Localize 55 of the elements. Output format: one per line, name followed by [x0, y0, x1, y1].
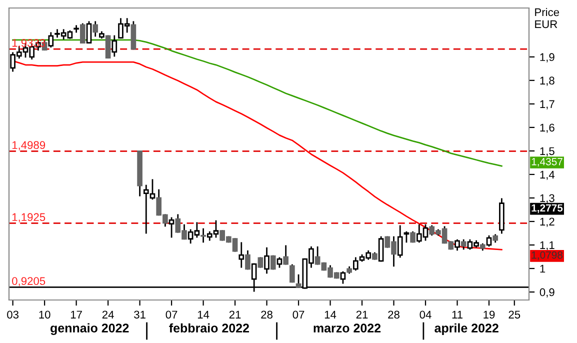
candlestick	[112, 35, 118, 57]
x-tick-label: 03	[7, 310, 18, 319]
x-tick-label: 17	[70, 310, 82, 318]
x-tick-label: 04	[420, 310, 432, 319]
y-tick-label: 1,5	[540, 147, 554, 156]
candlestick	[404, 231, 410, 243]
y-tick-label: 1,3	[540, 194, 554, 204]
y-tick-label: 1,8	[540, 76, 554, 86]
y-tick-label: 0,9	[540, 288, 554, 298]
ref-line-label: 0,9205	[12, 277, 46, 286]
text: gennaio 2022	[50, 323, 129, 335]
y-axis-title: Price EUR	[535, 8, 560, 28]
x-tick-label: 31	[134, 310, 146, 319]
x-tick-label: 25	[508, 310, 520, 319]
x-tick-label: 07	[292, 310, 304, 319]
candlestick	[290, 264, 295, 283]
y-tick-label: 1,6	[540, 124, 554, 133]
candlestick	[238, 242, 244, 268]
y-tick-label: 1,9	[540, 53, 554, 62]
candlestick	[397, 225, 403, 258]
x-tick-label: 21	[229, 310, 241, 318]
candlestick	[264, 247, 270, 274]
x-tick-label: 28	[388, 310, 400, 319]
candlestick	[454, 239, 460, 251]
y-tick-label: 1,7	[540, 100, 554, 110]
x-tick-label: 11	[452, 310, 462, 318]
x-tick-label: 14	[324, 310, 336, 318]
candlestick	[168, 217, 174, 238]
x-tick-label: 14	[198, 310, 210, 318]
x-tick-label: 19	[484, 310, 495, 319]
x-tick-label: 24	[102, 310, 114, 318]
ref-line-label: 1,4989	[12, 141, 46, 150]
y-tick-label: 1,4	[540, 170, 555, 180]
candlestick	[86, 21, 92, 44]
text: 1,2775	[532, 204, 563, 214]
x-tick-label: 28	[261, 310, 272, 319]
candlestick	[276, 257, 282, 268]
y-tick-label: 1	[540, 264, 546, 273]
text: aprile 2022	[434, 323, 498, 335]
text: febbraio 2022	[169, 323, 249, 333]
text: 1,4357	[532, 158, 562, 167]
y-tick-label: 1,2	[540, 218, 554, 227]
ref-line-label: 1,1925	[12, 213, 46, 222]
candlestick	[378, 236, 384, 262]
y-tick-label: 1,1	[540, 241, 554, 250]
x-tick-label: 07	[166, 310, 178, 319]
candlestick	[353, 257, 358, 271]
candlestick	[74, 25, 79, 33]
candlestick	[486, 235, 492, 247]
text: marzo 2022	[314, 324, 381, 333]
candlestick	[48, 32, 54, 48]
x-tick-label: 21	[356, 310, 368, 318]
candlestick	[340, 271, 346, 284]
x-tick-label: 10	[39, 310, 50, 319]
text: 1,0798	[532, 251, 562, 260]
